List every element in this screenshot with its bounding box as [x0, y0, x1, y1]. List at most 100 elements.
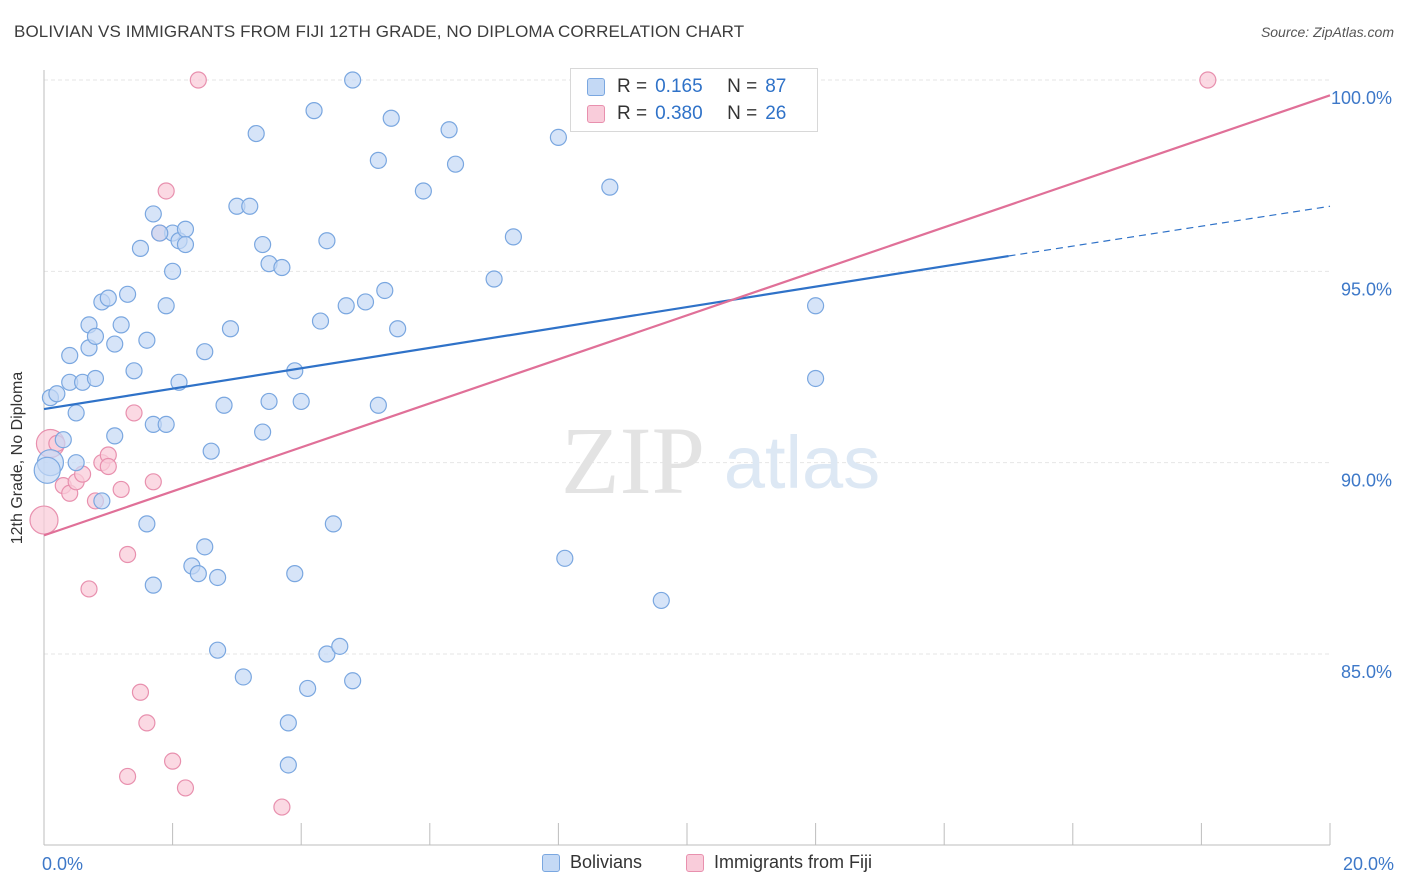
bolivian-point — [356, 293, 375, 311]
fiji-point — [157, 182, 175, 200]
bolivian-point — [324, 515, 342, 533]
bolivian-point — [440, 121, 458, 139]
legend-item-fiji: Immigrants from Fiji — [686, 852, 872, 873]
correlation-legend: R = 0.165 N = 87 R = 0.380 N = 26 — [570, 68, 818, 132]
y-tick-label: 100.0% — [1331, 88, 1392, 108]
bolivian-point — [234, 668, 252, 686]
fiji-point — [125, 404, 143, 422]
fiji-point — [164, 752, 182, 770]
bolivian-point — [331, 637, 349, 655]
fiji-point — [144, 473, 162, 491]
legend-swatch-blue — [542, 853, 560, 872]
fiji-point — [131, 683, 150, 701]
bolivian-trendline — [43, 254, 1009, 411]
bolivian-point — [279, 756, 297, 774]
legend-row-bolivians: R = 0.165 N = 87 — [587, 75, 786, 99]
fiji-point — [29, 505, 59, 535]
bolivian-point — [131, 239, 150, 257]
legend-n-value: 26 — [765, 103, 787, 124]
bolivian-point — [299, 679, 317, 698]
bolivian-point — [279, 714, 297, 732]
legend-swatch-blue — [587, 78, 605, 96]
legend-n-value: 87 — [765, 76, 787, 97]
bolivian-points — [33, 71, 825, 774]
bolivian-point — [414, 182, 432, 200]
bolivian-point — [164, 262, 182, 280]
bolivian-point — [144, 205, 162, 223]
bolivian-point — [369, 396, 387, 414]
bolivian-point — [54, 431, 72, 449]
bolivian-point — [221, 320, 240, 338]
bolivian-point — [67, 454, 85, 472]
bolivian-point — [86, 327, 105, 345]
bolivian-point — [196, 538, 214, 556]
fiji-point — [1199, 71, 1217, 89]
bolivian-point — [806, 369, 825, 388]
trendlines — [43, 94, 1331, 537]
grid-lines — [44, 79, 1330, 655]
bolivian-point — [61, 346, 79, 365]
bolivian-point — [485, 270, 503, 288]
bolivian-point — [344, 71, 362, 89]
bolivian-point — [99, 289, 117, 307]
fiji-trendline — [43, 94, 1331, 537]
bolivian-point — [86, 369, 105, 388]
bolivian-point — [254, 235, 272, 254]
bolivian-point — [292, 392, 310, 411]
bolivian-point — [189, 565, 207, 583]
bolivian-point — [382, 109, 400, 127]
bolivian-point — [601, 178, 619, 196]
fiji-point — [138, 714, 156, 732]
bolivian-point — [241, 197, 259, 215]
bolivian-point — [369, 151, 387, 169]
bolivian-point — [144, 576, 162, 594]
bolivian-point — [286, 565, 304, 583]
bolivian-point — [196, 343, 214, 361]
legend-n-label: N = — [727, 103, 758, 124]
fiji-point — [112, 480, 130, 499]
legend-r-value: 0.165 — [655, 76, 703, 97]
bolivian-point — [549, 128, 568, 146]
bolivian-point — [376, 281, 394, 300]
fiji-point — [189, 71, 207, 89]
legend-r-label: R = — [617, 103, 648, 124]
bolivian-point — [138, 331, 156, 349]
fiji-point — [118, 545, 137, 564]
legend-row-fiji: R = 0.380 N = 26 — [587, 102, 786, 126]
bolivian-point — [209, 568, 227, 587]
bolivian-point — [106, 335, 124, 353]
bolivian-point — [311, 312, 330, 330]
bolivian-point — [112, 316, 130, 334]
bolivian-point — [125, 362, 143, 380]
tick-labels: 85.0% 90.0% 95.0% 100.0% 0.0% 20.0% — [42, 88, 1394, 874]
x-tick-label: 20.0% — [1343, 854, 1394, 874]
series-legend: Bolivians Immigrants from Fiji — [0, 852, 1406, 876]
bolivian-point — [106, 427, 124, 445]
bolivian-point — [260, 392, 278, 411]
bolivian-point — [652, 591, 670, 610]
bolivian-point — [176, 235, 195, 254]
legend-r-value: 0.380 — [655, 103, 703, 124]
watermark-atlas: atlas — [724, 421, 880, 504]
bolivian-point — [118, 285, 137, 303]
bolivian-point — [806, 297, 825, 315]
bolivian-point — [446, 155, 465, 173]
y-tick-label: 95.0% — [1341, 279, 1392, 299]
bolivian-point — [151, 224, 169, 242]
bolivian-point — [254, 423, 272, 441]
legend-swatch-pink — [686, 853, 704, 872]
bolivian-point — [202, 442, 220, 460]
fiji-point — [118, 767, 137, 786]
watermark-zip: ZIP — [561, 407, 705, 514]
fiji-point — [80, 580, 98, 598]
x-tick-label: 0.0% — [42, 854, 83, 874]
y-tick-label: 90.0% — [1341, 471, 1392, 491]
fiji-points — [29, 71, 1217, 816]
bolivian-point — [176, 220, 195, 238]
legend-label-fiji: Immigrants from Fiji — [714, 852, 873, 872]
bolivian-point — [389, 320, 407, 338]
source-label: Source: ZipAtlas.com — [1260, 24, 1394, 40]
bolivian-point — [215, 396, 233, 414]
bolivian-point — [67, 404, 85, 422]
